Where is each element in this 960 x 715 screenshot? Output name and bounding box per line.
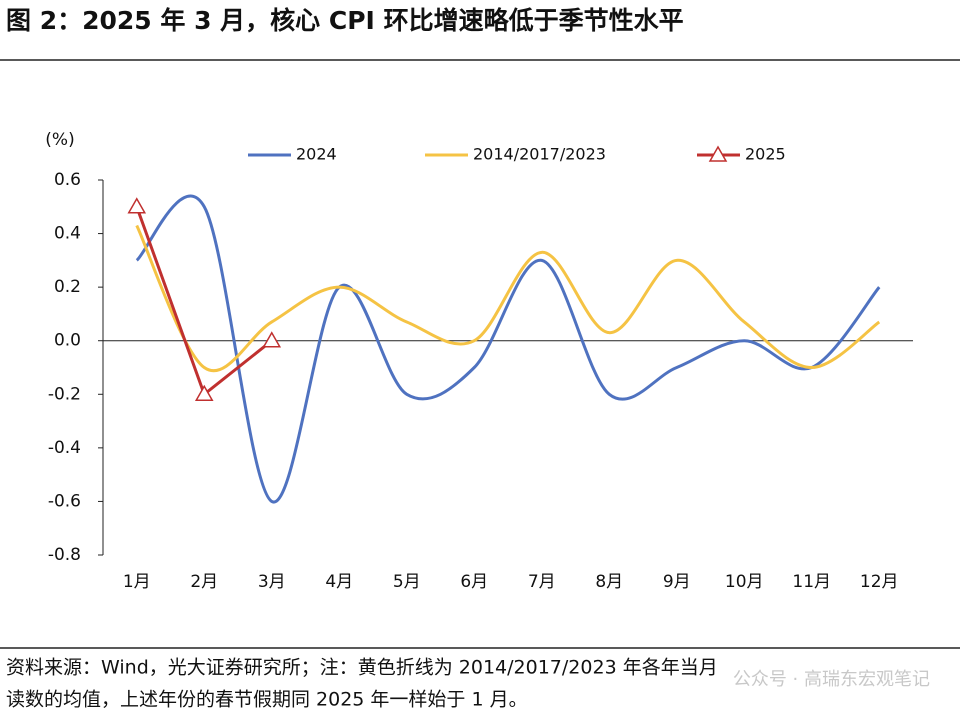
legend-label: 2014/2017/2023 (473, 145, 606, 164)
source-text: 读数的均值，上述年份的春节假期同 2025 年一样始于 1 月。 (6, 689, 528, 711)
legend-label: 2025 (745, 145, 786, 164)
y-tick-label: 0.2 (54, 277, 81, 297)
marker (127, 197, 147, 214)
legend-label: 2024 (296, 145, 337, 164)
y-tick-label: -0.2 (48, 384, 81, 404)
y-tick-label: 0.4 (54, 224, 81, 244)
marker (262, 331, 282, 348)
y-tick-label: -0.8 (48, 545, 81, 565)
x-tick-label: 2月 (190, 572, 218, 592)
series-line (135, 194, 881, 504)
x-tick-label: 1月 (123, 572, 151, 592)
watermark: 公众号 · 高瑞东宏观笔记 (733, 669, 930, 690)
x-tick-label: 8月 (595, 572, 623, 592)
x-tick-label: 3月 (258, 572, 286, 592)
x-tick-label: 10月 (725, 572, 764, 592)
source-text: 资料来源：Wind，光大证券研究所；注：黄色折线为 2014/2017/2023… (6, 657, 718, 679)
x-tick-label: 5月 (393, 572, 421, 592)
y-tick-label: 0.6 (54, 170, 81, 190)
marker (194, 384, 214, 402)
legend-marker (708, 145, 728, 162)
x-tick-label: 11月 (792, 572, 831, 592)
x-tick-label: 7月 (528, 572, 556, 592)
x-tick-label: 4月 (325, 572, 353, 592)
series-line (135, 224, 881, 372)
y-tick-label: -0.4 (48, 438, 81, 458)
x-tick-label: 6月 (460, 572, 488, 592)
y-unit: (%) (45, 130, 74, 150)
x-tick-label: 9月 (663, 572, 691, 592)
y-tick-label: 0.0 (54, 331, 81, 351)
x-tick-label: 12月 (860, 572, 899, 592)
y-tick-label: -0.6 (48, 491, 81, 511)
chart-title: 图 2：2025 年 3 月，核心 CPI 环比增速略低于季节性水平 (6, 6, 684, 35)
